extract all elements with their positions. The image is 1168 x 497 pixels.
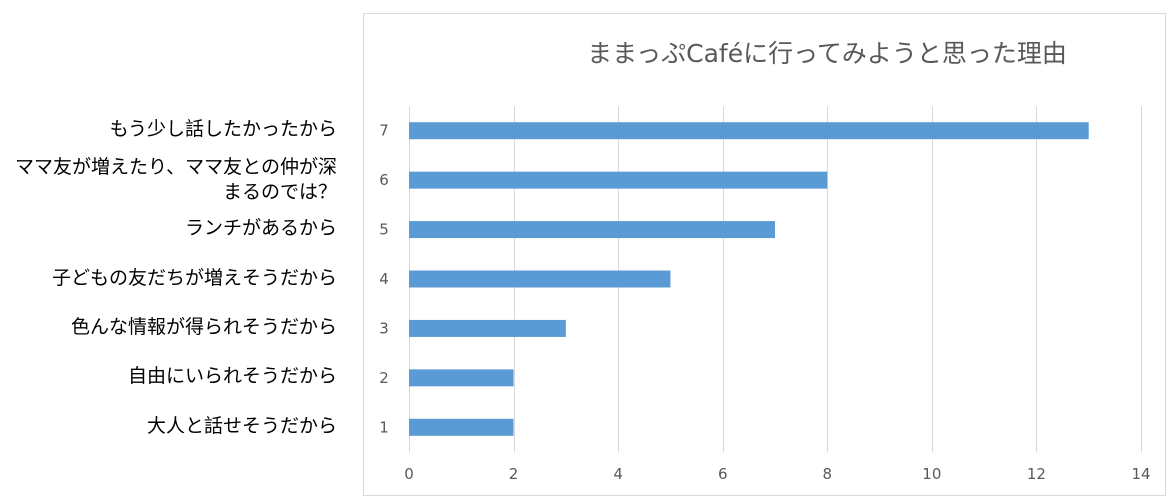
y-tick-label: 6	[379, 171, 389, 189]
x-tick-label: 2	[509, 465, 519, 483]
bar	[409, 171, 828, 189]
y-tick-label: 3	[379, 319, 389, 337]
x-tick-label: 10	[922, 465, 941, 483]
chart-border	[363, 13, 1166, 496]
x-tick-label: 12	[1027, 465, 1046, 483]
x-tick-label: 14	[1131, 465, 1150, 483]
bar	[409, 418, 514, 436]
category-description: 子どもの友だちが増えそうだから	[51, 266, 337, 289]
x-tick-label: 4	[613, 465, 623, 483]
category-description: ママ友が増えたり、ママ友との仲が深まるのでは？	[14, 156, 337, 204]
x-tick-label: 0	[404, 465, 414, 483]
x-axis-ticks: 0 2 4 6 8 10 12 14	[404, 465, 1150, 483]
bars	[409, 122, 1089, 436]
x-tick-label: 6	[718, 465, 728, 483]
y-tick-label: 2	[379, 369, 389, 387]
y-axis-ticks: 1 2 3 4 5 6 7	[379, 122, 389, 437]
x-tick-label: 8	[823, 465, 833, 483]
bar	[409, 369, 514, 387]
y-tick-label: 7	[379, 122, 389, 140]
y-tick-label: 4	[379, 270, 389, 288]
chart-title: ままっぷCaféに行ってみようと思った理由	[587, 39, 1067, 68]
bar	[409, 122, 1089, 140]
category-description: もう少し話したかったから	[109, 118, 337, 141]
y-tick-label: 5	[379, 221, 389, 239]
category-description: ランチがあるから	[184, 217, 337, 240]
category-description: 大人と話せそうだから	[146, 414, 337, 437]
y-tick-label: 1	[379, 418, 389, 436]
category-description: 自由にいられそうだから	[127, 365, 337, 388]
category-description: 色んな情報が得られそうだから	[70, 315, 337, 338]
bar	[409, 319, 566, 337]
bar	[409, 270, 671, 288]
bar	[409, 221, 775, 239]
